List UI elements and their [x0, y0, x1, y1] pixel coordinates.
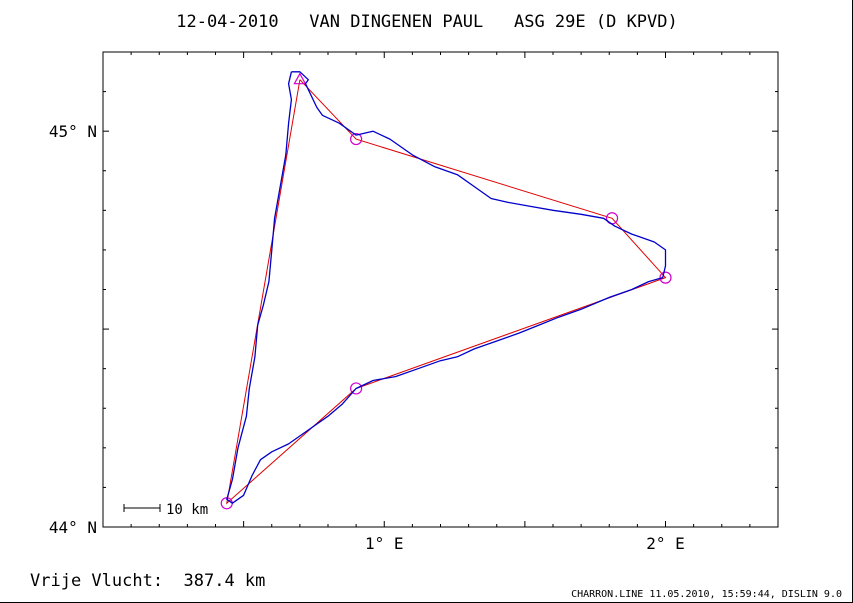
scale-bar-label: 10 km — [166, 502, 208, 518]
distance-label: Vrije Vlucht: 387.4 km — [30, 571, 265, 591]
axis-tick-labels: 1° E 2° E 44° N 45° N — [49, 122, 685, 553]
turnpoint-marker — [350, 132, 363, 146]
chart-title: 12-04-2010 VAN DINGENEN PAUL ASG 29E (D … — [176, 12, 678, 32]
gps-track-line — [226, 71, 667, 504]
task-line — [226, 79, 667, 505]
footer-label: CHARRON.LINE 11.05.2010, 15:59:44, DISLI… — [571, 589, 842, 600]
turnpoint-marker — [350, 382, 363, 395]
x-tick-label: 1° E — [365, 534, 404, 553]
axis-ticks — [103, 52, 778, 527]
y-tick-label: 45° N — [49, 122, 97, 141]
series-layer — [220, 71, 672, 510]
x-tick-label: 2° E — [646, 534, 685, 553]
turnpoint-marker — [659, 271, 672, 284]
y-tick-label: 44° N — [49, 518, 97, 537]
scale-bar: 10 km — [123, 502, 208, 518]
start-marker — [293, 72, 307, 85]
plot-area — [102, 51, 779, 528]
